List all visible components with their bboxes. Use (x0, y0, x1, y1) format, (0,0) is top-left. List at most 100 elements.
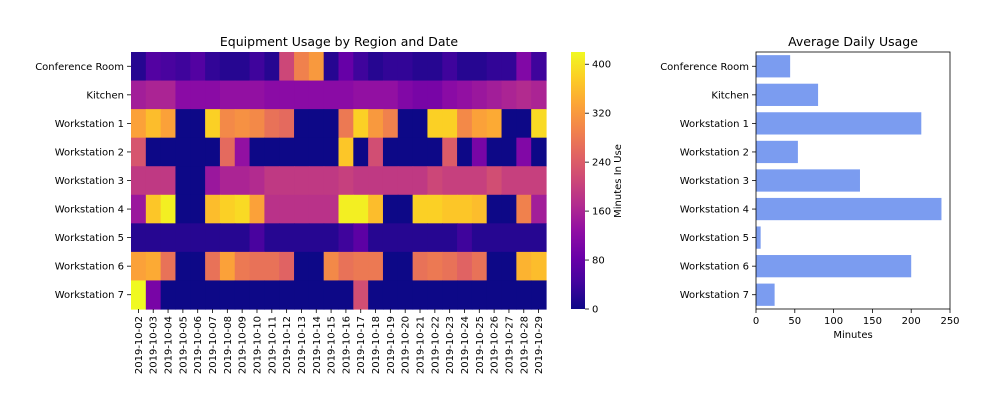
heatmap-cell (442, 80, 458, 110)
heatmap-row-label: Workstation 6 (55, 262, 124, 273)
colorbar-tick-label: 80 (592, 256, 605, 267)
heatmap-cell (442, 166, 458, 196)
heatmap-column-label: 2019-10-20 (401, 316, 412, 374)
heatmap-cell (397, 194, 414, 224)
heatmap-cell (131, 137, 147, 167)
heatmap-cell (145, 52, 162, 82)
heatmap-cell (338, 194, 354, 224)
heatmap-cell (294, 109, 310, 139)
heatmap-cell (219, 280, 236, 310)
heatmap-cell (131, 166, 147, 196)
heatmap-cell (442, 109, 458, 139)
heatmap-cell (368, 109, 384, 139)
bar-x-tick-label: 100 (824, 316, 843, 327)
heatmap-cell (501, 166, 517, 196)
heatmap-cell (382, 52, 399, 82)
heatmap-cell (190, 166, 206, 196)
heatmap-cell (486, 137, 503, 167)
heatmap-cell (397, 109, 414, 139)
heatmap-cell (323, 80, 340, 110)
heatmap-cell (294, 223, 310, 253)
heatmap-cell (264, 52, 280, 82)
heatmap-cell (234, 137, 251, 167)
colorbar-label: Minutes In Use (613, 144, 624, 218)
heatmap-cell (382, 109, 399, 139)
heatmap-cell (457, 223, 473, 253)
heatmap-cell (175, 80, 191, 110)
heatmap-cell (382, 251, 399, 282)
heatmap-cell (531, 80, 547, 110)
heatmap-cell (531, 194, 547, 224)
heatmap-cell (145, 80, 162, 110)
heatmap-cell (205, 52, 221, 82)
heatmap-cell (160, 251, 177, 282)
heatmap-cell (382, 166, 399, 196)
heatmap-cell (353, 80, 369, 110)
bar-x-tick-label: 150 (863, 316, 882, 327)
heatmap-cell (219, 109, 236, 139)
heatmap-cell (353, 52, 369, 82)
heatmap-column-label: 2019-10-11 (267, 316, 278, 374)
heatmap-cell (516, 166, 532, 196)
heatmap-cell (516, 52, 532, 82)
heatmap-cell (397, 166, 414, 196)
colorbar-tick-label: 160 (592, 207, 611, 218)
heatmap-cell (249, 109, 265, 139)
heatmap-cell (145, 137, 162, 167)
heatmap-cell (501, 223, 517, 253)
barchart-bars (756, 55, 942, 306)
colorbar-tick-label: 0 (592, 305, 598, 316)
heatmap-row-label: Conference Room (35, 62, 124, 73)
heatmap-cell (412, 137, 429, 167)
heatmap-cell (234, 166, 251, 196)
bar-x-tick-label: 0 (753, 316, 759, 327)
heatmap-cell (516, 223, 532, 253)
heatmap-cell (412, 166, 429, 196)
heatmap-cell (382, 223, 399, 253)
heatmap-cell (516, 80, 532, 110)
heatmap-column-label: 2019-10-08 (223, 316, 234, 374)
heatmap-column-label: 2019-10-16 (341, 316, 352, 374)
heatmap-cell (427, 109, 443, 139)
heatmap-cell (308, 223, 325, 253)
heatmap-cell (175, 137, 191, 167)
heatmap-cell (412, 52, 429, 82)
heatmap-cell (219, 251, 236, 282)
heatmap-cell (486, 80, 503, 110)
heatmap-cell (308, 280, 325, 310)
heatmap-cell (308, 166, 325, 196)
heatmap-cell (368, 251, 384, 282)
heatmap-cell (427, 223, 443, 253)
bar-category-label: Workstation 5 (680, 233, 749, 244)
bar-category-label: Workstation 6 (680, 262, 749, 273)
heatmap-cell (471, 52, 488, 82)
heatmap-cell (175, 166, 191, 196)
heatmap-row-label: Workstation 5 (55, 233, 124, 244)
bar (756, 255, 912, 278)
heatmap-cell (353, 251, 369, 282)
heatmap-cell (234, 280, 251, 310)
heatmap-cell (457, 166, 473, 196)
heatmap-cell (486, 280, 503, 310)
heatmap-column-label: 2019-10-19 (386, 316, 397, 374)
heatmap-cell (471, 280, 488, 310)
heatmap-cell (442, 194, 458, 224)
heatmap-cell (323, 52, 340, 82)
heatmap-cell (486, 166, 503, 196)
heatmap-cell (501, 251, 517, 282)
heatmap-cell (219, 223, 236, 253)
heatmap-cell (205, 137, 221, 167)
heatmap-column-label: 2019-10-29 (534, 316, 545, 374)
heatmap-cell (471, 194, 488, 224)
heatmap-cell (412, 280, 429, 310)
heatmap-column-label: 2019-10-12 (282, 316, 293, 374)
heatmap-row-label: Kitchen (86, 90, 124, 101)
heatmap-cell (249, 80, 265, 110)
heatmap-cell (190, 223, 206, 253)
heatmap-cell (145, 194, 162, 224)
heatmap-row-label: Workstation 7 (55, 290, 124, 301)
heatmap-cell (264, 194, 280, 224)
heatmap-cell (368, 223, 384, 253)
heatmap-cell (175, 52, 191, 82)
